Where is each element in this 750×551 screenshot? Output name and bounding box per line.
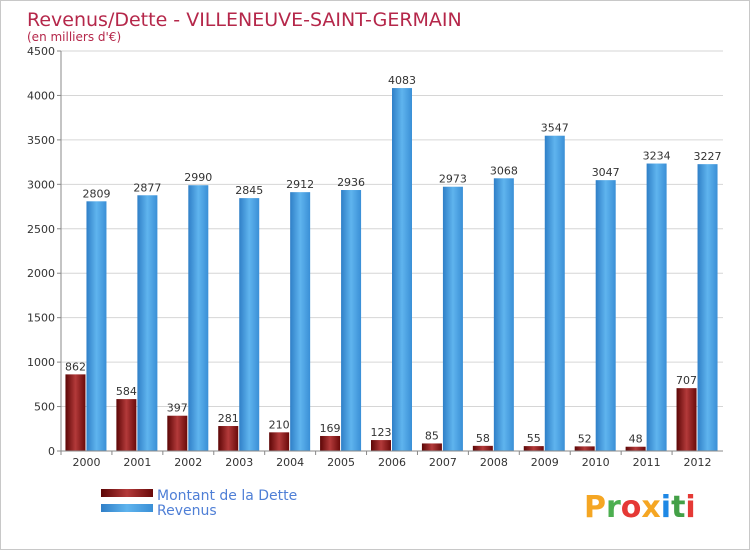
bar-revenus-2003	[239, 198, 260, 451]
bar-revenus-2010	[595, 180, 616, 451]
x-tick-label-2003: 2003	[225, 456, 253, 469]
x-tick-label-2006: 2006	[378, 456, 406, 469]
x-tick-label-2000: 2000	[72, 456, 100, 469]
value-label-revenus-2004: 2912	[286, 178, 314, 191]
logo-letter-0: P	[584, 490, 606, 525]
bar-debt-2008	[472, 445, 493, 451]
logo-letter-1: r	[606, 490, 621, 525]
y-tick-label-500: 500	[34, 401, 55, 414]
value-label-debt-2005: 169	[320, 422, 341, 435]
y-tick-label-4000: 4000	[27, 89, 55, 102]
x-tick-label-2004: 2004	[276, 456, 304, 469]
y-tick-label-2000: 2000	[27, 267, 55, 280]
value-label-revenus-2009: 3547	[541, 122, 569, 135]
value-label-debt-2000: 862	[65, 360, 86, 373]
x-axis: 2000 2001 2002 2003 2004 2005 2006 2007 2008 2009…	[60, 450, 723, 469]
value-label-revenus-2001: 2877	[133, 181, 161, 194]
bar-revenus-2001	[137, 195, 158, 451]
bar-revenus-2011	[646, 163, 667, 452]
logo-letter-6: i	[685, 490, 695, 525]
proxiti-logo-text: Proxiti	[584, 490, 696, 525]
value-label-revenus-2005: 2936	[337, 176, 365, 189]
bar-debt-2004	[269, 432, 290, 451]
value-label-revenus-2002: 2990	[184, 171, 212, 184]
logo-letter-5: t	[671, 490, 685, 525]
value-label-revenus-2006: 4083	[388, 74, 416, 87]
x-tick-label-2005: 2005	[327, 456, 355, 469]
bar-debt-2012	[676, 388, 697, 451]
logo-letter-2: o	[621, 490, 642, 525]
x-tick-label-2010: 2010	[582, 456, 610, 469]
x-tick-label-2007: 2007	[429, 456, 457, 469]
chart-title: Revenus/Dette - VILLENEUVE-SAINT-GERMAIN	[27, 9, 462, 31]
value-label-debt-2004: 210	[269, 418, 290, 431]
value-label-revenus-2008: 3068	[490, 164, 518, 177]
bar-debt-2005	[320, 435, 341, 451]
value-label-debt-2009: 55	[527, 432, 541, 445]
x-tick-label-2012: 2012	[684, 456, 712, 469]
y-tick-label-4500: 4500	[27, 45, 55, 58]
bar-revenus-2006	[392, 88, 412, 452]
y-tick-label-0: 0	[48, 445, 55, 458]
logo-letter-3: x	[641, 490, 660, 525]
logo-letter-4: i	[661, 490, 671, 525]
bar-debt-2011	[625, 446, 646, 451]
value-label-revenus-2012: 3227	[694, 150, 722, 163]
value-label-debt-2010: 52	[578, 432, 592, 445]
bar-revenus-2009	[544, 135, 565, 451]
value-label-revenus-2007: 2973	[439, 173, 467, 186]
bar-revenus-2000	[86, 201, 107, 451]
value-label-debt-2008: 58	[476, 432, 490, 445]
y-tick-label-2500: 2500	[27, 223, 55, 236]
bar-debt-2000	[65, 374, 86, 451]
x-tick-label-2002: 2002	[174, 456, 202, 469]
value-label-debt-2003: 281	[218, 412, 239, 425]
x-tick-label-2009: 2009	[531, 456, 559, 469]
y-tick-label-1500: 1500	[27, 312, 55, 325]
value-label-debt-2012: 707	[676, 374, 697, 387]
value-label-debt-2002: 397	[167, 402, 188, 415]
legend-swatch-revenus	[101, 504, 153, 512]
chart-subtitle: (en milliers d'€)	[27, 30, 121, 44]
bar-debt-2003	[218, 426, 239, 451]
value-label-debt-2006: 123	[371, 426, 392, 439]
y-tick-label-3500: 3500	[27, 134, 55, 147]
bar-revenus-2007	[442, 186, 463, 451]
bar-debt-2001	[116, 399, 137, 451]
x-tick-label-2008: 2008	[480, 456, 508, 469]
value-label-revenus-2011: 3234	[643, 150, 671, 163]
legend-swatch-debt	[101, 489, 153, 497]
bar-revenus-2004	[290, 192, 311, 451]
value-label-revenus-2010: 3047	[592, 166, 620, 179]
bar-revenus-2008	[493, 178, 514, 452]
proxiti-logo: Proxiti	[584, 490, 696, 525]
bar-debt-2010	[574, 446, 595, 451]
value-label-debt-2011: 48	[629, 433, 643, 446]
value-label-revenus-2003: 2845	[235, 184, 263, 197]
bar-debt-2006	[371, 440, 391, 451]
value-label-debt-2001: 584	[116, 385, 137, 398]
y-tick-label-1000: 1000	[27, 356, 55, 369]
y-axis: 0 500 1000 1500 2000 2500 3000 3500 4000 4500	[27, 45, 62, 458]
legend-label-debt: Montant de la Dette	[157, 488, 297, 504]
legend: Montant de la Dette Revenus	[101, 488, 297, 519]
bar-debt-2002	[167, 415, 188, 451]
bar-revenus-2012	[697, 164, 718, 451]
bar-debt-2007	[421, 443, 442, 451]
bar-revenus-2005	[341, 190, 362, 451]
value-label-revenus-2000: 2809	[82, 187, 110, 200]
bar-debt-2009	[523, 446, 544, 451]
x-tick-label-2011: 2011	[633, 456, 661, 469]
x-tick-label-2001: 2001	[123, 456, 151, 469]
bar-revenus-2002	[188, 185, 209, 451]
legend-label-revenus: Revenus	[157, 503, 217, 519]
bars: 862 2809 584 2877 397 2990 281 2845 210 2912 169 29…	[65, 74, 722, 452]
value-label-debt-2007: 85	[425, 429, 439, 442]
y-tick-label-3000: 3000	[27, 178, 55, 191]
